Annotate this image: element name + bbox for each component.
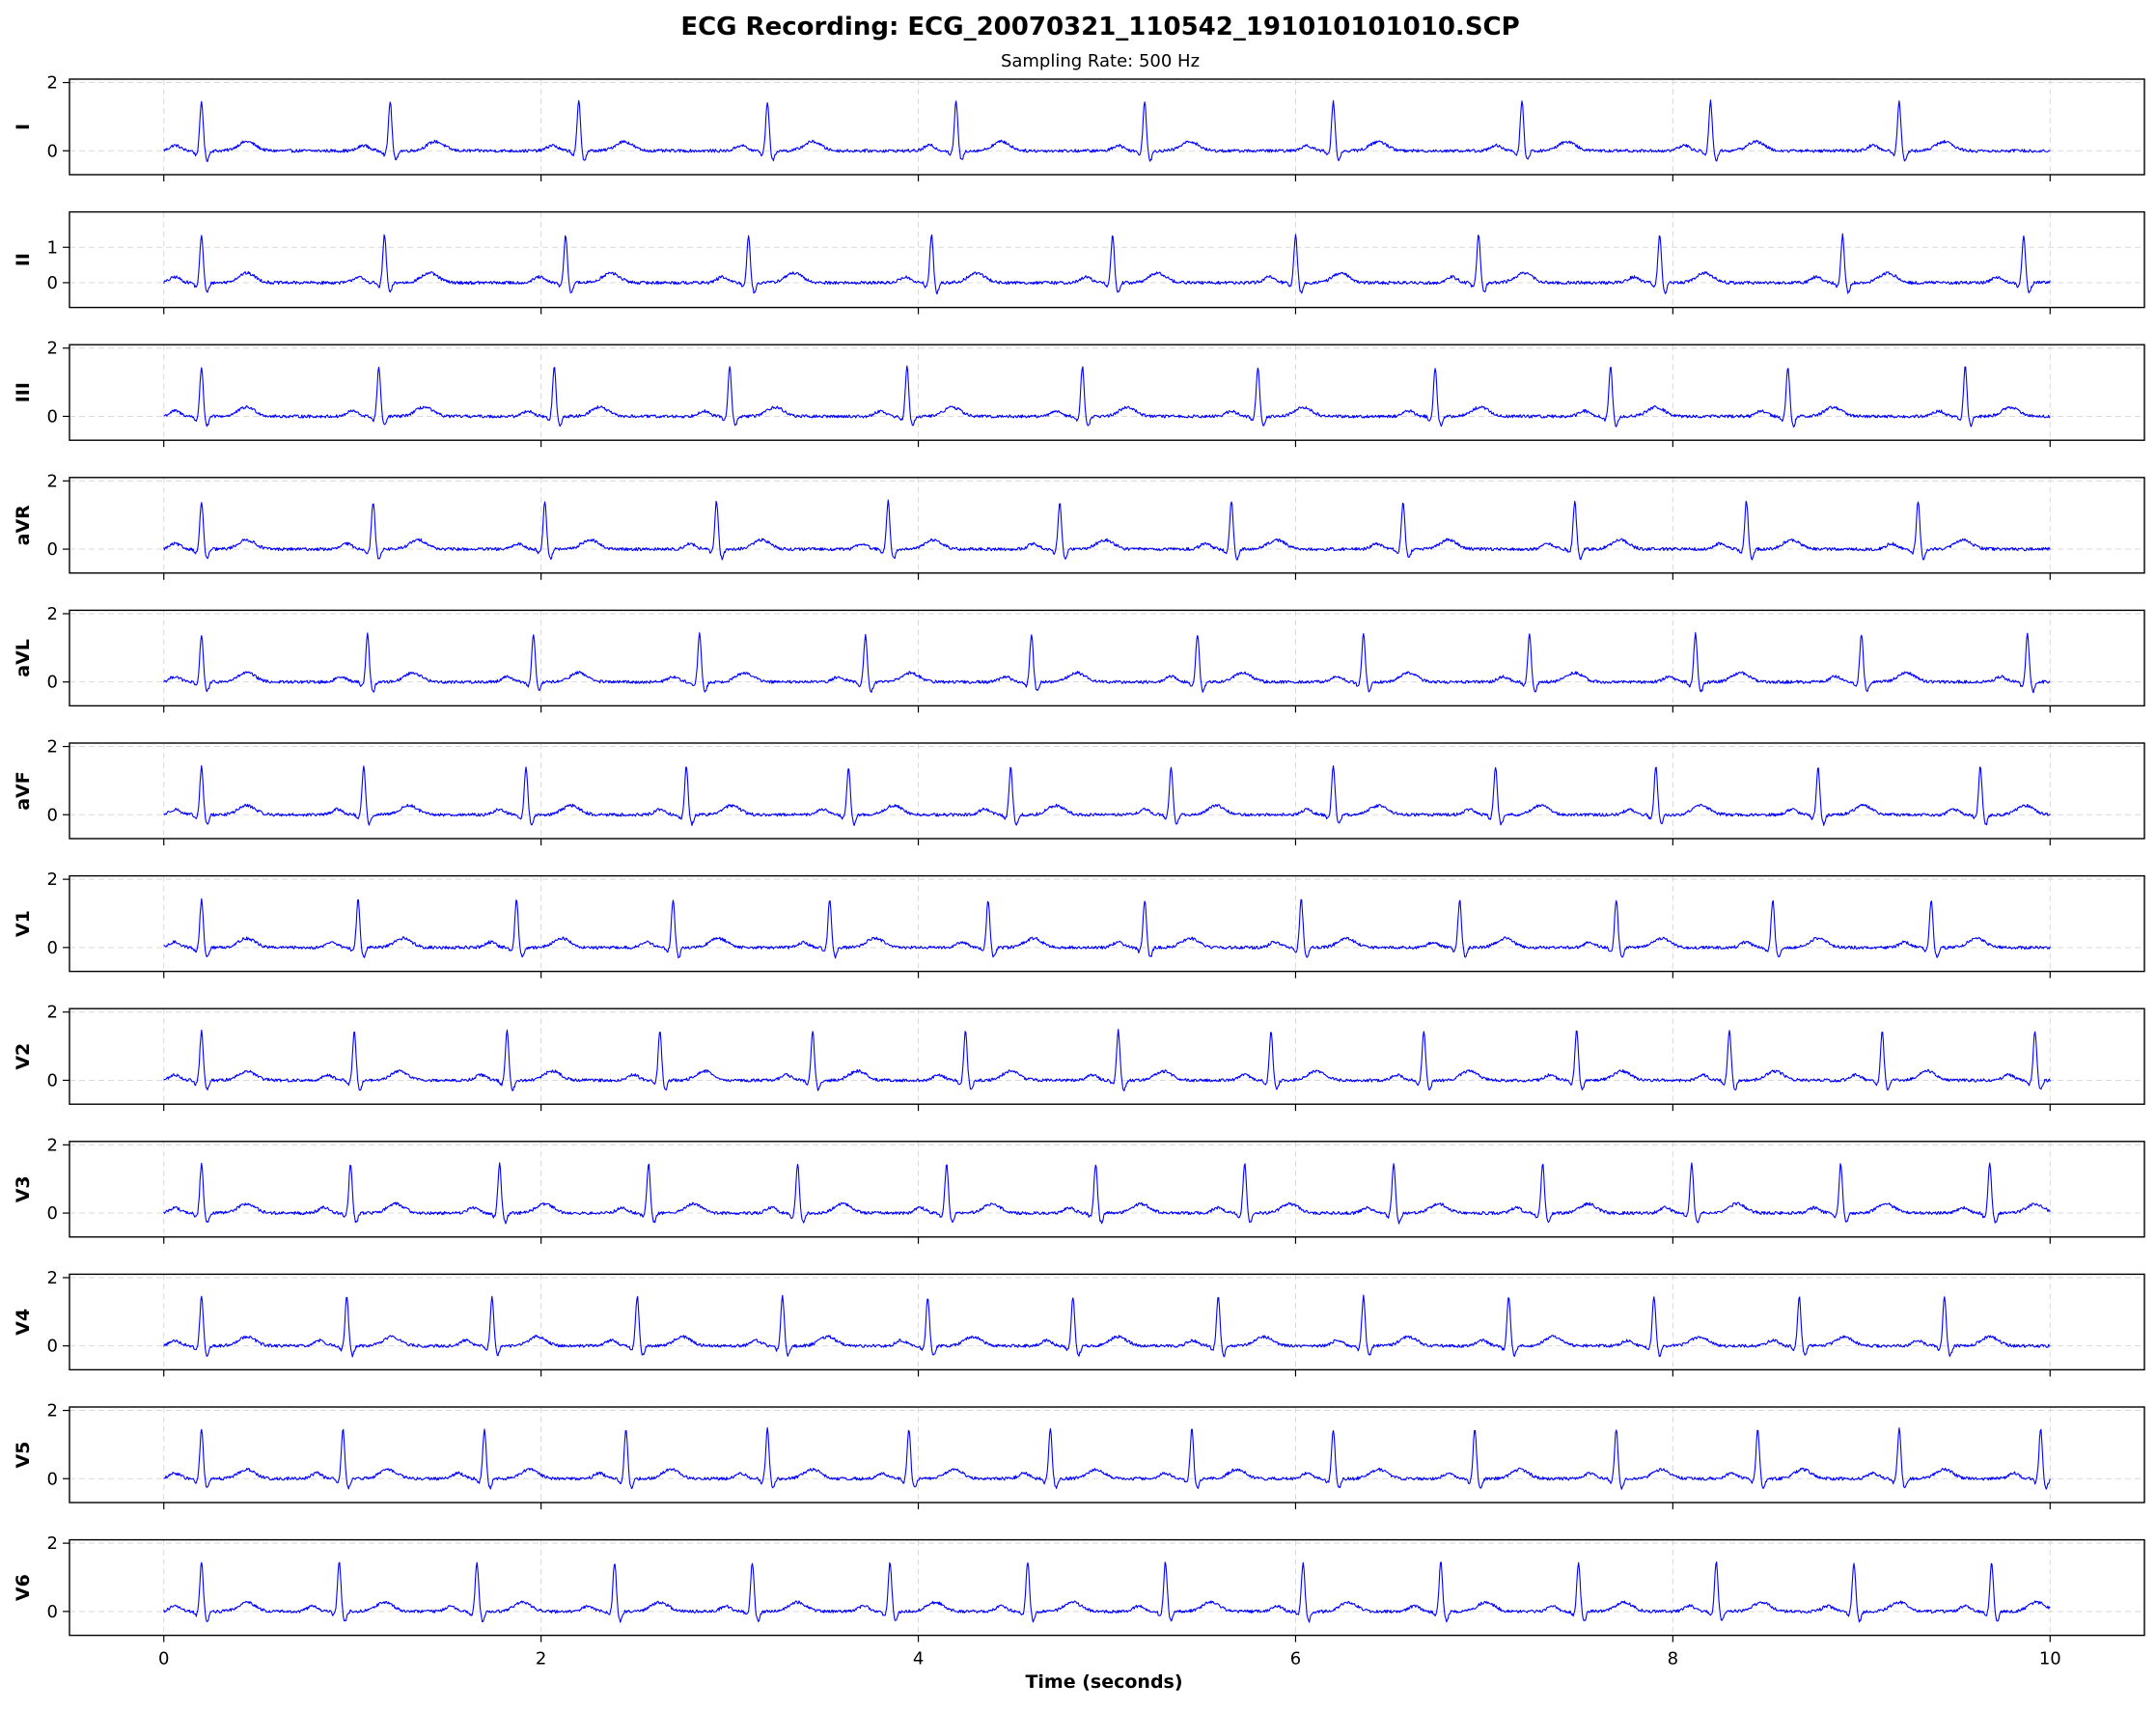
y-tick-label: 0 (47, 1203, 58, 1224)
y-tick-label: 0 (47, 1602, 58, 1622)
y-tick-label: 2 (47, 471, 58, 491)
y-tick-label: 0 (47, 1337, 58, 1357)
axes-frame (69, 1273, 2145, 1371)
y-tick-label: 0 (47, 539, 58, 560)
lead-panel-avl: 0 2 aVL (13, 604, 2145, 713)
ecg-trace-v3 (163, 1162, 2051, 1225)
axes-frame (69, 78, 2145, 176)
lead-label-iii: III (13, 382, 34, 402)
lead-label-v5: V5 (13, 1442, 34, 1469)
ecg-trace-v6 (163, 1561, 2051, 1623)
y-tick-label: 0 (47, 938, 58, 958)
ecg-trace-v5 (163, 1426, 2051, 1490)
lead-label-i: I (13, 124, 34, 130)
lead-panel-v5: 0 2 V5 (13, 1401, 2145, 1509)
y-tick-label: 0 (47, 1070, 58, 1090)
lead-label-v4: V4 (13, 1309, 34, 1336)
y-tick-label: 0 (47, 805, 58, 825)
chart-title: ECG Recording: ECG_20070321_110542_19101… (680, 13, 1519, 41)
lead-panel-iii: 0 2 III (13, 339, 2145, 448)
y-tick-label: 1 (47, 237, 58, 258)
lead-panel-v4: 0 2 V4 (13, 1268, 2145, 1377)
y-tick-label: 2 (47, 1003, 58, 1023)
axes-frame (69, 477, 2145, 574)
lead-panel-v3: 0 2 V3 (13, 1135, 2145, 1244)
ecg-trace-iii (163, 365, 2051, 428)
x-tick-label: 8 (1668, 1649, 1678, 1670)
lead-label-v6: V6 (13, 1574, 34, 1601)
lead-panel-avf: 0 2 aVF (13, 737, 2145, 845)
x-tick-label: 0 (158, 1649, 169, 1670)
lead-label-avr: aVR (13, 505, 34, 546)
lead-panel-ii: 0 1 II (13, 210, 2145, 315)
y-tick-label: 2 (47, 737, 58, 758)
lead-label-v1: V1 (13, 910, 34, 937)
ecg-trace-ii (163, 233, 2051, 295)
lead-label-avf: aVF (13, 771, 34, 811)
lead-panel-avr: 0 2 aVR (13, 471, 2145, 580)
y-tick-label: 0 (47, 141, 58, 161)
lead-label-v3: V3 (13, 1175, 34, 1202)
ecg-trace-avf (163, 764, 2051, 826)
y-tick-label: 0 (47, 273, 58, 293)
x-tick-label: 4 (913, 1649, 924, 1670)
x-tick-label: 6 (1290, 1649, 1301, 1670)
axes-frame (69, 210, 2145, 309)
ecg-trace-avr (163, 499, 2051, 561)
axes-frame (69, 609, 2145, 707)
y-tick-label: 2 (47, 869, 58, 890)
y-tick-label: 2 (47, 1401, 58, 1421)
lead-panels: 02I01II02III02aVR02aVL02aVF02V102V202V30… (13, 73, 2145, 1642)
y-tick-label: 2 (47, 73, 58, 94)
lead-panel-i: 0 2 I (13, 73, 2145, 181)
lead-label-v2: V2 (13, 1043, 34, 1070)
lead-label-ii: II (13, 253, 34, 266)
x-tick-label: 2 (536, 1649, 546, 1670)
chart-subtitle: Sampling Rate: 500 Hz (1001, 51, 1200, 71)
lead-panel-v2: 0 2 V2 (13, 1003, 2145, 1112)
ecg-trace-v4 (163, 1294, 2051, 1358)
ecg-trace-v1 (163, 897, 2051, 959)
ecg-trace-avl (163, 632, 2051, 694)
y-tick-label: 0 (47, 673, 58, 693)
lead-panel-v1: 0 2 V1 (13, 869, 2145, 979)
y-tick-label: 0 (47, 406, 58, 427)
x-axis: 0 2 4 6 8 10 (158, 1649, 2061, 1670)
axes-frame (69, 874, 2145, 973)
axes-frame (69, 1406, 2145, 1504)
y-tick-label: 2 (47, 604, 58, 624)
y-tick-label: 2 (47, 1135, 58, 1155)
ecg-trace-v2 (163, 1029, 2051, 1091)
axes-frame (69, 742, 2145, 840)
y-tick-label: 2 (47, 1533, 58, 1554)
axes-frame (69, 1007, 2145, 1105)
axes-frame (69, 1538, 2145, 1637)
axes-frame (69, 1141, 2145, 1238)
x-axis-label: Time (seconds) (1025, 1671, 1182, 1693)
y-tick-label: 2 (47, 1268, 58, 1288)
ecg-trace-i (163, 99, 2051, 162)
x-tick-label: 10 (2039, 1649, 2061, 1670)
y-tick-label: 2 (47, 339, 58, 359)
axes-frame (69, 344, 2145, 441)
y-tick-label: 0 (47, 1469, 58, 1489)
lead-label-avl: aVL (13, 639, 34, 677)
lead-panel-v6: 0 2 V6 (13, 1533, 2145, 1642)
